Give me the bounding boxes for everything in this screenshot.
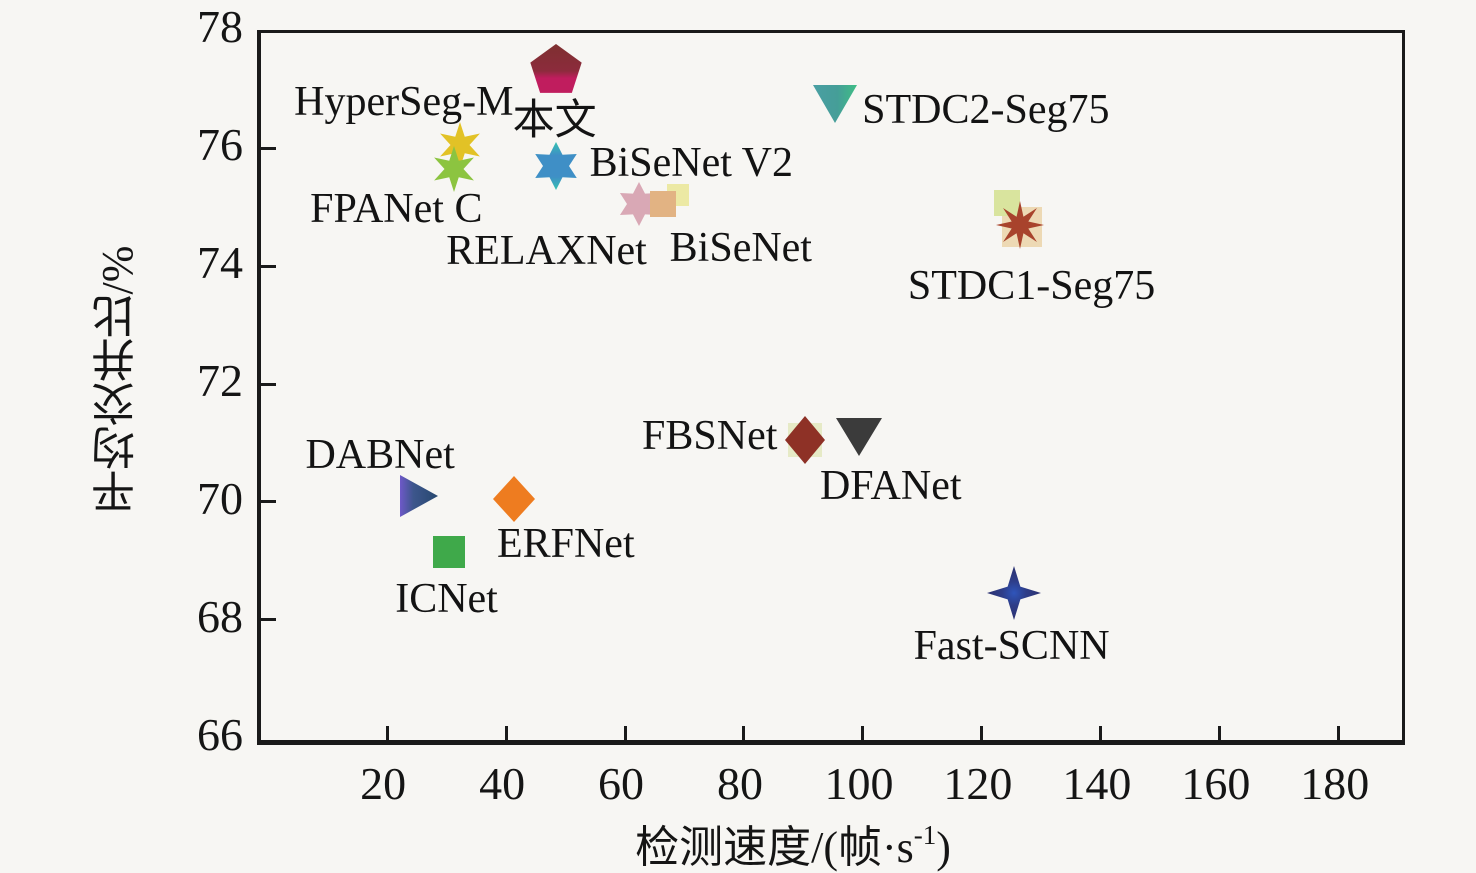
x-tick-mark bbox=[385, 726, 389, 740]
point-label-bisenet-v2: BiSeNet V2 bbox=[589, 139, 793, 186]
y-tick-mark bbox=[261, 146, 276, 150]
x-axis-label-suffix: ) bbox=[936, 823, 951, 872]
marker-dfanet bbox=[829, 407, 889, 467]
marker-fpanet-c bbox=[424, 139, 484, 199]
marker-bisenet bbox=[633, 174, 693, 234]
point-label-dabnet: DABNet bbox=[305, 432, 455, 479]
x-tick-label: 180 bbox=[1300, 758, 1370, 809]
marker-fbsnet bbox=[775, 410, 835, 470]
point-label-fast-scnn: Fast-SCNN bbox=[913, 623, 1110, 670]
point-label-fbsnet: FBSNet bbox=[642, 413, 778, 459]
marker-fast-scnn bbox=[984, 563, 1044, 623]
x-tick-label: 120 bbox=[943, 758, 1013, 809]
marker-dabnet bbox=[389, 466, 449, 526]
x-tick-mark bbox=[504, 726, 508, 740]
y-tick-mark bbox=[261, 500, 276, 504]
y-axis-label: 平均交并比/% bbox=[93, 245, 142, 515]
point-label-hyperseg-m: HyperSeg-M bbox=[294, 79, 514, 126]
point-label-erfnet: ERFNet bbox=[496, 520, 635, 567]
marker-relaxnet bbox=[609, 174, 669, 234]
marker-icnet bbox=[419, 522, 479, 582]
point-label-icnet: ICNet bbox=[395, 576, 498, 623]
marker-stdc1-seg75 bbox=[990, 195, 1050, 255]
marker-erfnet bbox=[484, 469, 544, 529]
y-tick-mark bbox=[261, 264, 276, 268]
x-tick-label: 140 bbox=[1062, 758, 1132, 809]
y-tick-label: 74 bbox=[197, 237, 243, 289]
marker-bisenet-v2 bbox=[526, 136, 586, 196]
y-tick-label: 68 bbox=[197, 590, 243, 642]
point-label-ours: 本文 bbox=[512, 98, 597, 145]
x-axis-label: 检测速度/(帧·s-1) bbox=[635, 810, 951, 873]
y-tick-label: 66 bbox=[197, 708, 243, 760]
x-axis-label-sup: -1 bbox=[913, 820, 937, 850]
x-tick-mark bbox=[742, 726, 746, 740]
x-tick-label: 20 bbox=[360, 758, 407, 809]
x-tick-mark bbox=[623, 726, 627, 740]
x-tick-mark bbox=[861, 726, 865, 740]
point-label-relaxnet: RELAXNet bbox=[446, 228, 647, 275]
x-axis-label-text: 检测速度/(帧·s bbox=[635, 823, 914, 872]
point-label-bisenet: BiSeNet bbox=[669, 225, 812, 272]
marker-hyperseg-m bbox=[430, 115, 490, 175]
y-tick-label: 70 bbox=[197, 472, 243, 524]
x-tick-mark bbox=[980, 726, 984, 740]
x-tick-label: 60 bbox=[598, 758, 645, 809]
y-tick-mark bbox=[261, 618, 276, 622]
y-tick-label: 72 bbox=[197, 355, 243, 406]
x-tick-label: 40 bbox=[479, 758, 526, 809]
y-tick-label: 76 bbox=[197, 119, 243, 171]
point-label-stdc1-seg75: STDC1-Seg75 bbox=[907, 262, 1156, 309]
x-tick-label: 160 bbox=[1181, 758, 1251, 809]
marker-stdc2-seg75 bbox=[805, 74, 865, 134]
point-label-fpanet-c: FPANet C bbox=[310, 185, 483, 232]
plot-area bbox=[257, 30, 1405, 745]
point-label-stdc2-seg75: STDC2-Seg75 bbox=[862, 86, 1110, 133]
x-tick-mark bbox=[1337, 726, 1341, 740]
x-tick-mark bbox=[1218, 726, 1222, 740]
marker-ours bbox=[526, 41, 586, 101]
point-label-dfanet: DFANet bbox=[819, 463, 962, 510]
x-tick-label: 100 bbox=[824, 758, 894, 809]
y-tick-mark bbox=[261, 382, 276, 386]
x-tick-label: 80 bbox=[716, 758, 763, 809]
x-tick-mark bbox=[1099, 726, 1103, 740]
y-tick-label: 78 bbox=[197, 1, 243, 53]
